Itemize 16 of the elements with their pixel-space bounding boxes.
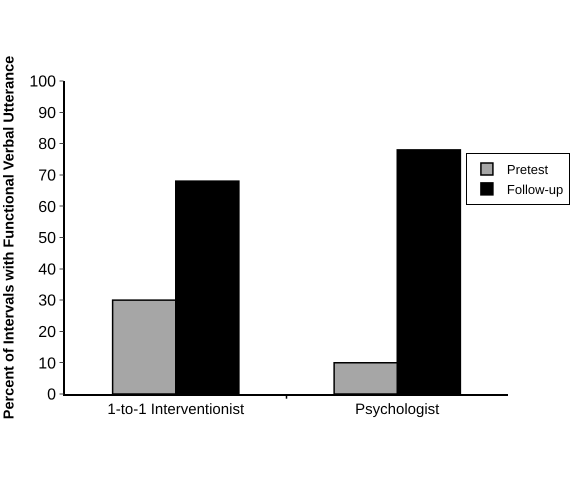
y-tick-label: 70 bbox=[38, 168, 56, 184]
x-tick-label: 1-to-1 Interventionist bbox=[107, 400, 245, 418]
legend-label: Pretest bbox=[506, 162, 548, 178]
y-tick-label: 60 bbox=[38, 198, 56, 216]
y-tick-label: 0 bbox=[47, 386, 56, 404]
x-tick-label: Psychologist bbox=[355, 400, 440, 418]
y-axis-title: Percent of Intervals with Functional Verbal Utterance bbox=[1, 56, 18, 420]
y-tick-label: 40 bbox=[38, 261, 56, 278]
y-tick-label: 100 bbox=[29, 74, 56, 91]
y-tick-label: 80 bbox=[38, 136, 56, 154]
y-tick-label: 20 bbox=[38, 324, 56, 341]
legend-label: Follow-up bbox=[506, 182, 564, 197]
y-tick-label: 10 bbox=[38, 355, 56, 372]
y-tick-label: 50 bbox=[38, 230, 56, 248]
y-tick-label: 90 bbox=[38, 104, 56, 122]
y-tick-label: 30 bbox=[38, 292, 56, 310]
